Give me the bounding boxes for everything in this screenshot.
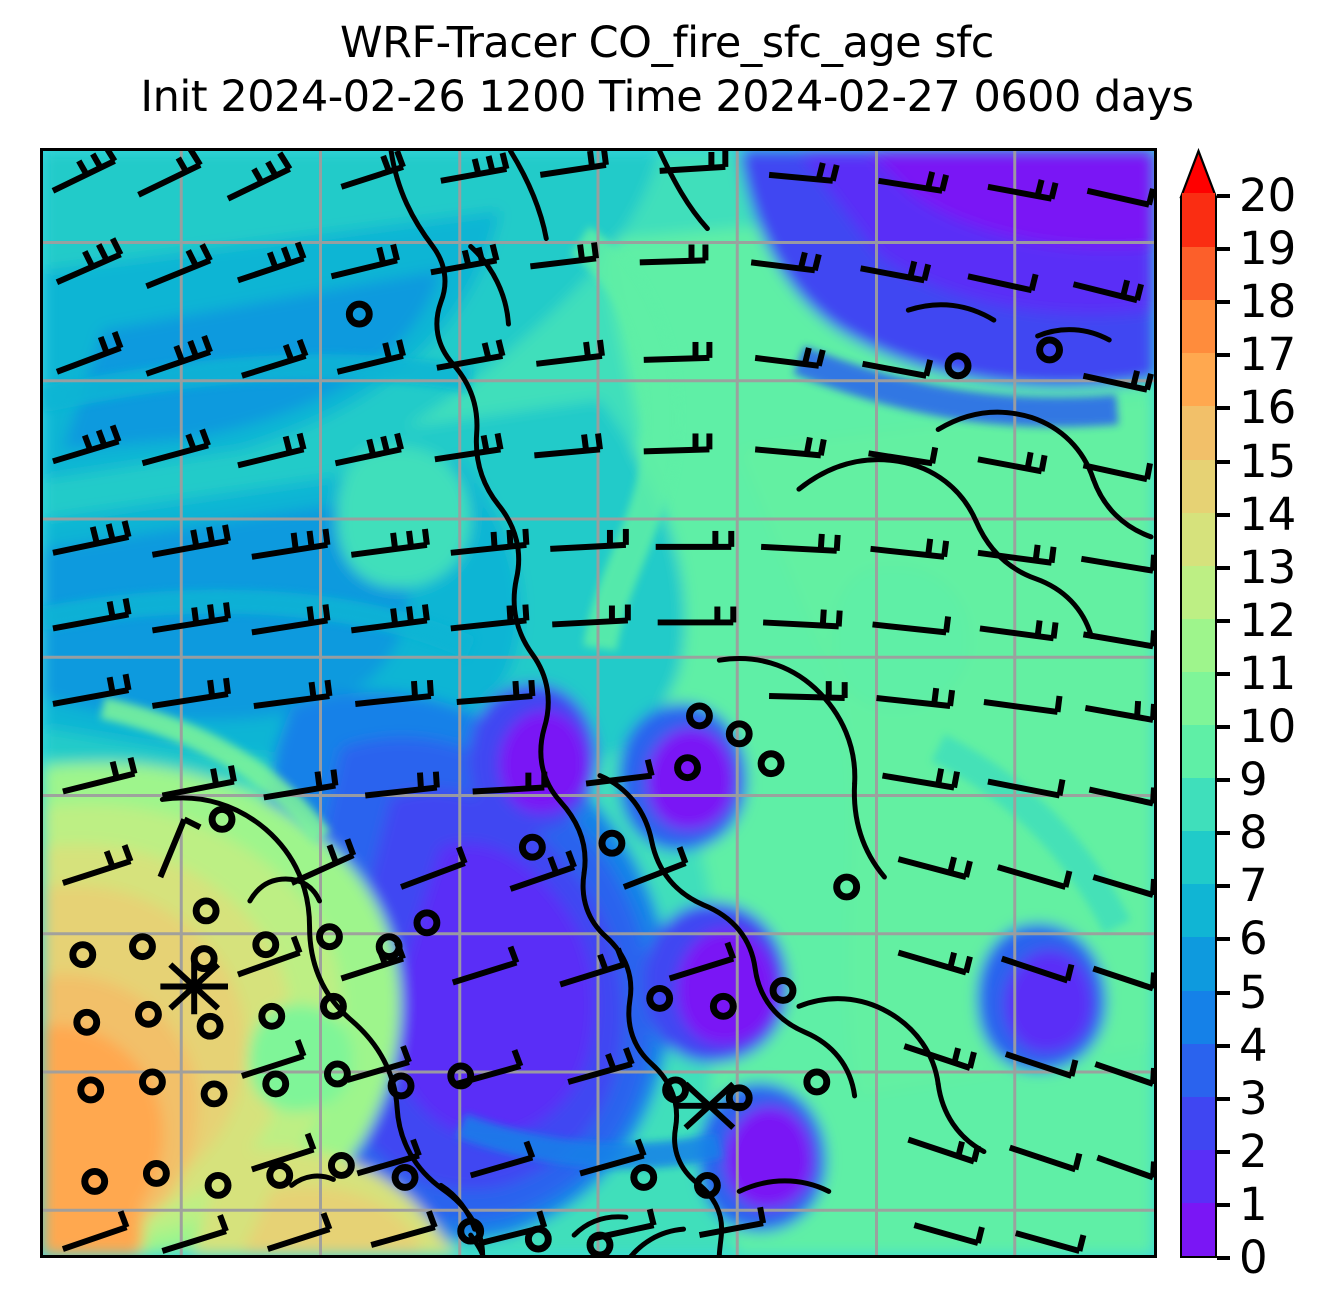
colorbar-tick-label: 0 [1239, 1231, 1268, 1284]
colorbar-band [1182, 193, 1215, 248]
colorbar-band [1182, 405, 1215, 460]
colorbar-tick-mark [1217, 512, 1230, 517]
colorbar-tick-mark [1217, 1202, 1230, 1207]
colorbar-tick-mark [1217, 406, 1230, 411]
colorbar-tick-mark [1217, 937, 1230, 942]
colorbar-tick-label: 11 [1239, 646, 1297, 700]
colorbar-band [1182, 671, 1215, 725]
colorbar-tick-mark [1217, 618, 1230, 623]
colorbar-tick-label: 14 [1239, 487, 1297, 541]
colorbar-band [1182, 936, 1215, 991]
colorbar-tick-mark [1217, 990, 1230, 995]
colorbar-tick-label: 13 [1239, 540, 1297, 594]
colorbar-tick-mark [1217, 1096, 1230, 1101]
wind-barb-overlay [51, 151, 1154, 1255]
colorbar-tick-mark [1217, 353, 1230, 358]
colorbar-bands [1180, 193, 1217, 1258]
colorbar-tick-label: 3 [1239, 1071, 1268, 1125]
colorbar-tick-label: 7 [1239, 859, 1268, 913]
colorbar-tick-mark [1217, 1043, 1230, 1048]
colorbar-tick-label: 8 [1239, 806, 1268, 860]
colorbar-band [1182, 989, 1215, 1044]
colorbar-tick-label: 9 [1239, 753, 1268, 807]
colorbar-band [1182, 777, 1215, 832]
colorbar-tick-mark [1217, 1256, 1230, 1260]
colorbar-tick-mark [1217, 778, 1230, 783]
colorbar-tick-label: 18 [1239, 275, 1297, 329]
colorbar-tick-mark [1217, 725, 1230, 729]
colorbar-band [1182, 565, 1215, 619]
map-plot-area[interactable] [40, 148, 1157, 1258]
colorbar-ticks: 0 1 2 3 4 5 6 7 8 9 10 11 12 13 14 15 16 17 18 19 20 [1217, 170, 1334, 1284]
colorbar-tick-label: 19 [1239, 222, 1297, 276]
colorbar-band [1182, 883, 1215, 938]
colorbar-tick-mark [1217, 565, 1230, 570]
colorbar-tick-label: 5 [1239, 965, 1268, 1019]
colorbar-tick-mark [1217, 831, 1230, 836]
colorbar-band [1182, 1202, 1215, 1256]
colorbar-tick-label: 2 [1239, 1124, 1268, 1178]
map-clip [43, 151, 1154, 1255]
colorbar-tick-mark [1217, 671, 1230, 676]
colorbar-tick-label: 20 [1239, 169, 1297, 222]
map-overlays [43, 151, 1154, 1255]
colorbar-tick-mark [1217, 884, 1230, 889]
colorbar-band [1182, 1043, 1215, 1097]
colorbar-band [1182, 724, 1215, 779]
colorbar-tick-mark [1217, 247, 1230, 252]
colorbar-tick-mark [1217, 459, 1230, 464]
colorbar-extend-max-arrow [1179, 147, 1218, 199]
colorbar-tick-label: 4 [1239, 1018, 1268, 1072]
colorbar-band [1182, 299, 1215, 354]
colorbar-tick-label: 16 [1239, 381, 1297, 435]
colorbar-band [1182, 512, 1215, 566]
colorbar-band [1182, 352, 1215, 407]
colorbar-tick-label: 12 [1239, 593, 1297, 647]
colorbar-tick-mark [1217, 194, 1230, 198]
colorbar-tick-label: 1 [1239, 1177, 1268, 1231]
colorbar-band [1182, 1149, 1215, 1203]
title-line-secondary: Init 2024-02-26 1200 Time 2024-02-27 060… [140, 72, 1194, 122]
figure-title: WRF-Tracer CO_fire_sfc_age sfc Init 2024… [0, 16, 1334, 124]
colorbar-band [1182, 830, 1215, 885]
colorbar-tick-mark [1217, 300, 1230, 305]
colorbar-tick-label: 6 [1239, 912, 1268, 966]
colorbar-band [1182, 246, 1215, 301]
colorbar-tick-label: 10 [1239, 700, 1297, 753]
title-line-primary: WRF-Tracer CO_fire_sfc_age sfc [340, 18, 994, 68]
colorbar-band [1182, 1096, 1215, 1150]
colorbar-band [1182, 618, 1215, 672]
colorbar[interactable]: 0 1 2 3 4 5 6 7 8 9 10 11 12 13 14 15 16 17 18 19 20 [1179, 147, 1296, 1284]
colorbar-band [1182, 458, 1215, 513]
colorbar-tick-mark [1217, 1149, 1230, 1154]
colorbar-tick-label: 17 [1239, 328, 1297, 382]
colorbar-tick-label: 15 [1239, 434, 1297, 488]
